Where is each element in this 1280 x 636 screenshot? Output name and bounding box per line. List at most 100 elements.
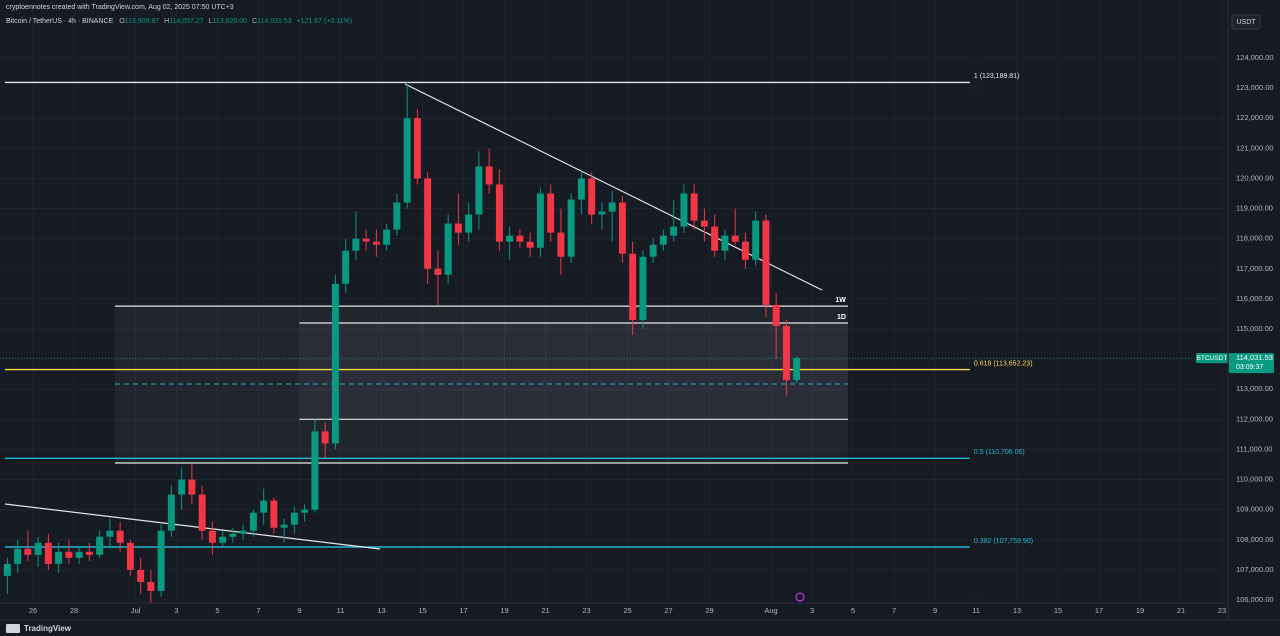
- candle-body: [167, 494, 175, 531]
- candle-body: [3, 563, 11, 576]
- candle-body: [659, 235, 667, 245]
- candle-body: [721, 235, 729, 251]
- change: +121.67 (+0.11%): [297, 18, 353, 25]
- candle-body: [342, 250, 350, 284]
- candle-body: [608, 202, 616, 212]
- x-tick-label: 11: [337, 606, 345, 615]
- x-tick-label: 15: [418, 606, 426, 615]
- candle-body: [465, 214, 473, 233]
- ohlc-key: L: [209, 18, 213, 25]
- y-tick-label: 112,000.00: [1236, 414, 1273, 423]
- candle-body: [588, 178, 596, 215]
- candle-body: [526, 241, 534, 248]
- candle-body: [260, 500, 268, 513]
- candle-body: [208, 530, 216, 543]
- x-tick-label: 13: [377, 606, 385, 615]
- candle-body: [85, 551, 93, 555]
- candle-body: [249, 512, 257, 531]
- fib-label: 0.618 (113,652.23): [974, 360, 1033, 367]
- x-tick-label: 21: [1177, 606, 1185, 615]
- candle-body: [331, 283, 339, 444]
- x-tick-label: 27: [664, 606, 672, 615]
- ohlc-value: 113,620.00: [213, 18, 248, 25]
- x-tick-label: 11: [972, 606, 980, 615]
- y-tick-label: 121,000.00: [1236, 143, 1274, 152]
- candle-body: [157, 530, 165, 591]
- x-tick-label: 9: [933, 606, 937, 615]
- y-tick-label: 119,000.00: [1236, 204, 1273, 213]
- y-tick-label: 109,000.00: [1236, 505, 1274, 514]
- zone-label: 1D: [837, 314, 846, 321]
- symbol: Bitcoin / TetherUS · 4h · BINANCE: [6, 18, 114, 25]
- x-tick-label: 19: [500, 606, 508, 615]
- candle-body: [741, 241, 749, 260]
- candle-body: [690, 193, 698, 221]
- candle-body: [219, 536, 227, 543]
- x-tick-label: 23: [582, 606, 590, 615]
- y-tick-label: 123,000.00: [1236, 83, 1274, 92]
- x-tick-label: 17: [459, 606, 467, 615]
- logo: [6, 624, 20, 633]
- y-tick-label: 115,000.00: [1236, 324, 1273, 333]
- candle-body: [731, 235, 739, 242]
- candle-body: [485, 166, 493, 185]
- x-tick-label: 21: [541, 606, 549, 615]
- ohlc-key: H: [164, 18, 169, 25]
- candle-body: [711, 226, 719, 251]
- candle-body: [290, 512, 298, 525]
- x-tick-label: Jul: [131, 606, 141, 615]
- candle-body: [239, 530, 247, 534]
- zone-label: 1W: [835, 297, 846, 304]
- candle-body: [311, 431, 319, 510]
- symbol-tag-label: BTCUSDT: [1197, 355, 1228, 362]
- candle-body: [321, 431, 329, 444]
- candle-body: [567, 199, 575, 257]
- candle-body: [577, 178, 585, 200]
- x-tick-label: 15: [1054, 606, 1062, 615]
- candle-body: [188, 479, 196, 495]
- x-tick-label: 19: [1136, 606, 1144, 615]
- x-tick-label: 9: [297, 606, 301, 615]
- candles: [3, 82, 801, 603]
- y-tick-label: 118,000.00: [1236, 234, 1273, 243]
- candle-body: [434, 268, 442, 275]
- candle-body: [362, 238, 370, 242]
- x-tick-label: 3: [174, 606, 178, 615]
- event-icon[interactable]: [795, 592, 805, 602]
- zone: [299, 322, 848, 420]
- legend: Bitcoin / TetherUS · 4h · BINANCE O113,9…: [6, 18, 352, 25]
- candle-body: [198, 494, 206, 531]
- candle-body: [55, 551, 63, 564]
- candle-body: [301, 509, 309, 513]
- candle-body: [618, 202, 626, 254]
- candle-body: [280, 524, 288, 528]
- candle-body: [670, 226, 678, 236]
- candle-body: [270, 500, 278, 528]
- x-tick-label: 13: [1013, 606, 1021, 615]
- y-tick-label: 107,000.00: [1236, 565, 1274, 574]
- x-tick-label: 17: [1095, 606, 1103, 615]
- candle-body: [393, 202, 401, 230]
- price-tag-label: 114,031.53: [1236, 353, 1273, 362]
- candle-body: [444, 223, 452, 275]
- ohlc-value: 114,057.27: [169, 18, 204, 25]
- candle-body: [629, 253, 637, 320]
- y-tick-label: 108,000.00: [1236, 535, 1274, 544]
- candle-body: [14, 548, 22, 564]
- x-tick-label: 28: [70, 606, 78, 615]
- candle-body: [34, 542, 42, 555]
- candle-body: [126, 542, 134, 570]
- candle-body: [547, 193, 555, 233]
- x-tick-label: Aug: [764, 606, 777, 615]
- currency-button[interactable]: [1231, 14, 1261, 30]
- candle-body: [475, 166, 483, 215]
- candle-body: [106, 530, 114, 537]
- currency[interactable]: USDT: [1236, 19, 1256, 26]
- candle-body: [424, 178, 432, 269]
- trend-line: [4, 503, 381, 550]
- candle-body: [352, 238, 360, 251]
- x-tick-label: 26: [29, 606, 37, 615]
- ohlc-value: 114,031.53: [257, 18, 292, 25]
- x-tick-label: 3: [810, 606, 814, 615]
